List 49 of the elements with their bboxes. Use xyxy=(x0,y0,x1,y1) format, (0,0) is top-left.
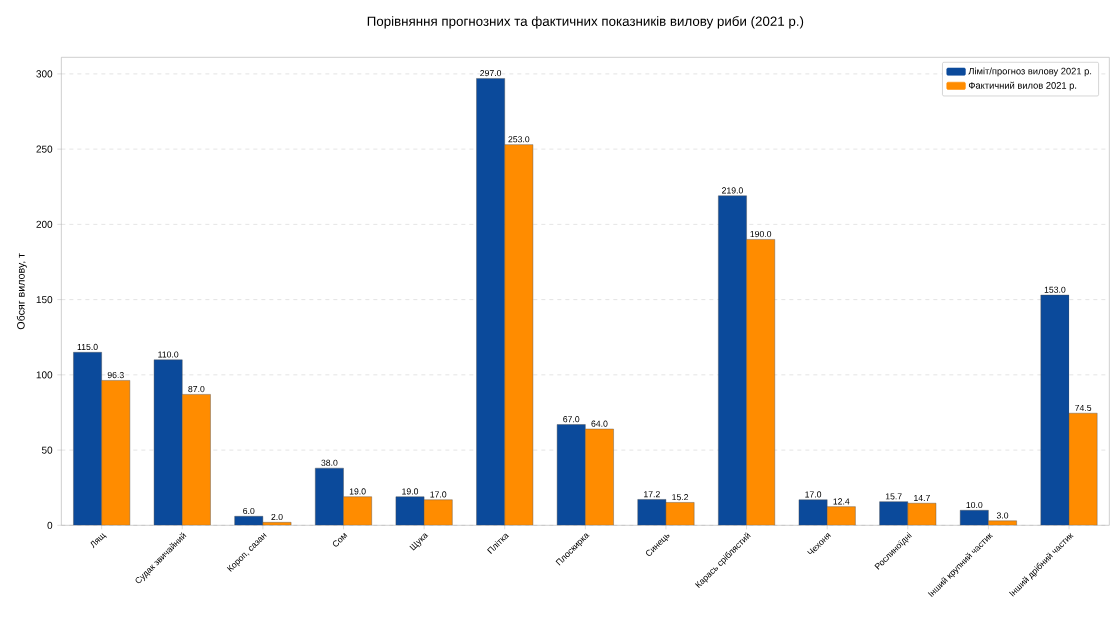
bar xyxy=(182,394,211,526)
chart-title: Порівняння прогнозних та фактичних показників вилову риби (2021 р.) xyxy=(367,16,804,29)
data-label: 6.0 xyxy=(243,507,255,515)
y-axis-title: Обсяг вилову, т xyxy=(16,253,27,330)
data-label: 110.0 xyxy=(158,351,179,358)
data-label: 115.0 xyxy=(77,343,98,350)
data-label: 17.0 xyxy=(805,491,822,498)
data-label: 17.0 xyxy=(430,491,447,498)
data-label: 12.4 xyxy=(833,498,850,505)
data-label: 19.0 xyxy=(349,488,366,495)
bar xyxy=(101,380,131,526)
data-label: 190.0 xyxy=(750,231,772,238)
bar xyxy=(907,503,937,526)
bar xyxy=(504,144,534,526)
y-tick-label: 50 xyxy=(41,446,53,454)
data-label: 74.5 xyxy=(1075,404,1092,411)
data-label: 38.0 xyxy=(321,459,338,466)
y-tick-label: 250 xyxy=(36,145,53,153)
data-label: 19.0 xyxy=(402,488,419,495)
data-label: 15.2 xyxy=(672,494,689,501)
bar xyxy=(746,239,775,526)
data-label: 17.2 xyxy=(644,491,660,498)
data-label: 219.0 xyxy=(722,187,743,194)
data-label: 64.0 xyxy=(591,420,608,427)
legend-label: Фактичний вилов 2021 р. xyxy=(968,81,1077,91)
data-label: 253.0 xyxy=(508,136,530,143)
y-tick-label: 200 xyxy=(36,220,53,228)
data-label: 10.0 xyxy=(966,501,983,509)
y-tick-label: 0 xyxy=(47,521,53,529)
data-label: 153.0 xyxy=(1044,286,1066,293)
data-label: 67.0 xyxy=(563,416,580,423)
y-tick-label: 300 xyxy=(36,70,53,78)
data-label: 3.0 xyxy=(996,512,1009,519)
data-label: 14.7 xyxy=(914,494,930,501)
y-tick-label: 150 xyxy=(36,296,53,304)
data-label: 87.0 xyxy=(188,386,205,393)
data-label: 297.0 xyxy=(480,70,502,77)
x-tick-label: Сом xyxy=(332,533,348,547)
legend-label: Ліміт/прогноз вилову 2021 р. xyxy=(968,67,1092,77)
data-label: 2.0 xyxy=(271,513,283,521)
bar xyxy=(423,499,453,526)
bar xyxy=(665,502,695,526)
y-tick-label: 100 xyxy=(36,371,53,379)
bar xyxy=(343,496,372,526)
bar xyxy=(826,506,856,526)
bar xyxy=(585,428,614,526)
data-label: 15.7 xyxy=(885,493,902,500)
bar xyxy=(1068,413,1098,526)
data-label: 96.3 xyxy=(107,372,124,379)
